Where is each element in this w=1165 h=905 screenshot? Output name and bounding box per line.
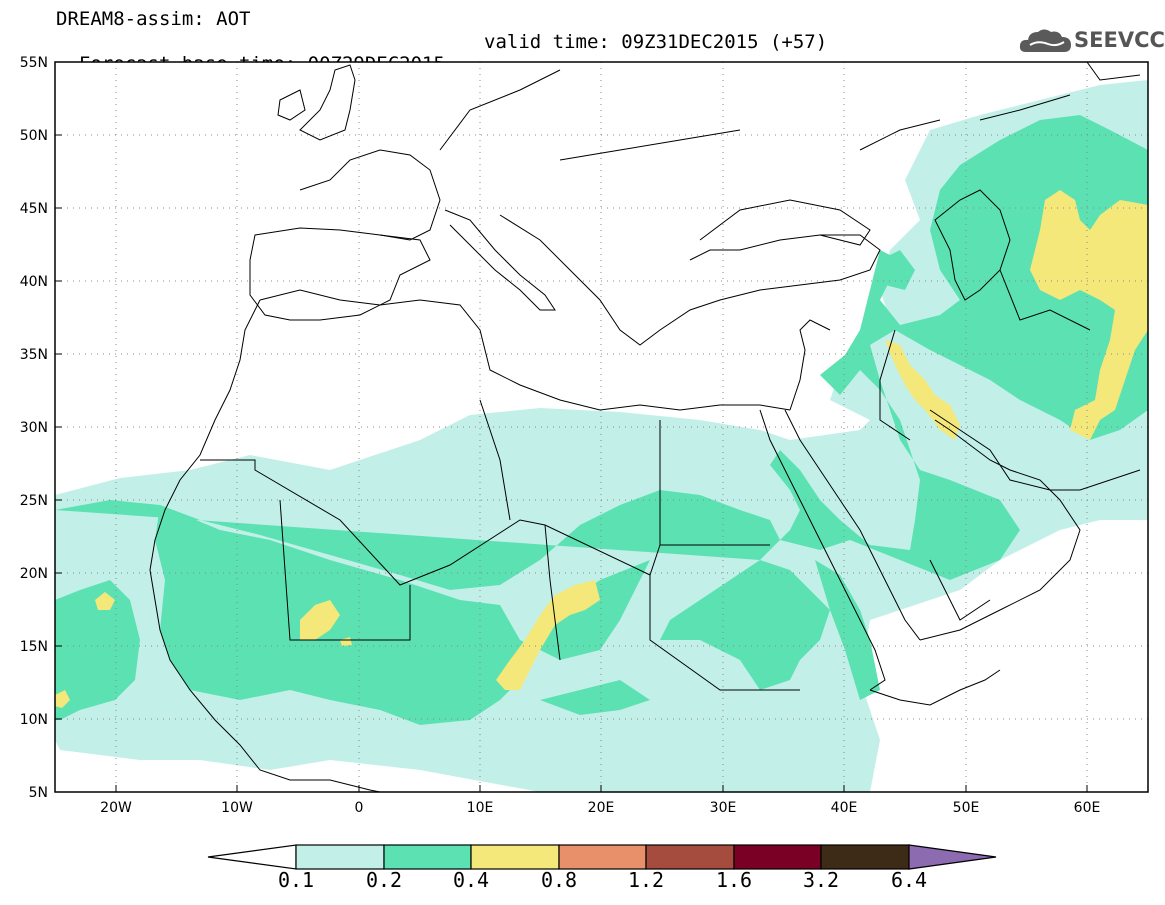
lon-label: 30E [710,800,737,816]
colorbar-label: 0.4 [452,868,490,892]
colorbar-label: 0.1 [277,868,315,892]
valid-time-text: valid time: 09Z31DEC2015 (+57) [484,31,828,53]
colorbar-label: 3.2 [802,868,840,892]
model-title: DREAM8-assim: AOT [56,8,251,30]
logo-text: SEEVCCC [1074,28,1165,52]
lat-label: 10N [20,712,48,728]
lon-label: 40E [831,800,858,816]
lon-label: 10W [221,800,253,816]
gridlines [55,62,1148,792]
lat-label: 50N [20,128,48,144]
cloud-logo-icon [1019,29,1071,52]
lat-label: 35N [20,347,48,363]
coastlines-borders [149,62,1141,792]
latitude-labels: 55N 50N 45N 40N 35N 30N 25N 20N 15N 10N … [20,55,48,801]
longitude-labels: 20W 10W 0 10E 20E 30E 40E 50E 60E [100,800,1100,816]
lon-label: 20E [588,800,615,816]
colorbar-label: 1.2 [627,868,665,892]
lat-label: 30N [20,420,48,436]
lon-label: 20W [100,800,132,816]
seevccc-logo: SEEVCCC [1018,24,1165,56]
aot-map: 55N 50N 45N 40N 35N 30N 25N 20N 15N 10N … [20,55,1149,816]
lat-label: 5N [29,785,48,801]
colorbar-label: 0.2 [365,868,403,892]
colorbar-label: 6.4 [890,868,928,892]
tick-marks [55,61,1088,793]
lat-label: 55N [20,55,48,71]
aot-band-0.4-0.8 [55,190,1148,708]
lat-label: 40N [20,274,48,290]
lon-label: 50E [953,800,980,816]
colorbar-label: 1.6 [715,868,753,892]
lon-label: 60E [1074,800,1101,816]
lat-label: 20N [20,566,48,582]
lon-label: 0 [355,800,364,816]
lat-label: 15N [20,639,48,655]
lat-label: 45N [20,201,48,217]
aot-fields [55,80,1148,792]
lon-label: 10E [467,800,494,816]
aot-band-0.2-0.4 [55,115,1148,725]
lat-label: 25N [20,493,48,509]
colorbar-label: 0.8 [540,868,578,892]
